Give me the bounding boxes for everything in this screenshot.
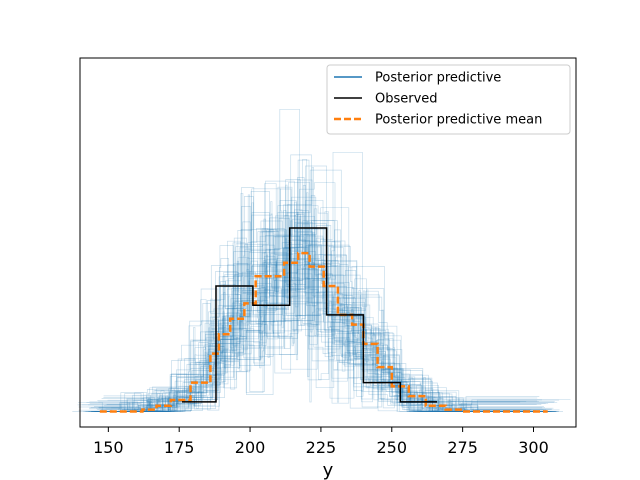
posterior-predictive-draw [108,237,557,412]
posterior-predictive-draw [88,202,536,412]
x-tick-label: 300 [518,438,549,457]
posterior-predictive-draw [92,158,541,412]
posterior-predictive-draw [96,185,544,412]
posterior-predictive-draw [103,169,552,412]
posterior-predictive-draw [104,179,553,412]
posterior-predictive-draw [89,196,538,412]
posterior-predictive-draw [95,220,544,412]
observed-line [182,227,438,403]
posterior-predictive-draw [97,159,546,412]
posterior-predictive-draw [102,231,550,412]
posterior-predictive-draw [103,154,552,411]
posterior-predictive-mean-series [99,251,548,413]
posterior-predictive-draw [83,235,532,412]
posterior-predictive-draw [103,182,552,412]
legend-label-observed: Observed [375,92,438,107]
x-tick-label: 175 [164,438,195,457]
posterior-predictive-draw [111,259,559,412]
posterior-predictive-draw [111,223,560,412]
posterior-predictive-draw [91,192,539,412]
legend-label-posterior-predictive-mean: Posterior predictive mean [375,113,542,128]
x-axis-label: y [323,460,334,480]
posterior-predictive-draw [111,229,560,412]
posterior-predictive-mean-line [99,251,548,413]
x-axis: 150 175 200 225 250 275 300 [93,427,549,457]
x-tick-label: 200 [235,438,266,457]
legend-box [326,64,571,135]
posterior-predictive-draw [84,229,533,412]
posterior-predictive-draw [89,208,537,412]
posterior-predictive-draw [108,258,556,412]
posterior-predictive-draw [97,225,546,412]
legend-label-posterior-predictive: Posterior predictive [375,71,501,86]
x-tick-label: 150 [93,438,124,457]
posterior-predictive-draw [89,188,538,412]
x-tick-label: 250 [376,438,407,457]
posterior-predictive-draw [72,244,521,412]
legend: Posterior predictive Observed Posterior … [326,64,571,135]
posterior-predictive-draw [94,215,542,412]
posterior-predictive-draw [77,214,526,412]
posterior-predictive-draw [78,191,526,412]
posterior-predictive-draw [101,228,550,412]
plot-frame [79,57,577,428]
posterior-predictive-draw [89,210,538,412]
posterior-predictive-draw [90,214,539,412]
posterior-predictive-draw [93,188,542,412]
posterior-predictive-draw [91,212,539,412]
posterior-predictive-draw [94,244,543,412]
x-tick-label: 275 [447,438,478,457]
posterior-predictive-draw [97,179,546,410]
posterior-predictive-draw [98,194,546,412]
posterior-predictive-draw [107,234,556,412]
posterior-predictive-draw [99,184,547,412]
posterior-predictive-draw [107,240,556,412]
posterior-predictive-draw [108,166,557,412]
observed-series [182,227,438,403]
posterior-predictive-draw [97,221,546,412]
posterior-predictive-draw [88,262,536,412]
posterior-predictive-draw [96,237,544,412]
posterior-predictive-draw [122,151,571,412]
x-tick-label: 225 [306,438,337,457]
